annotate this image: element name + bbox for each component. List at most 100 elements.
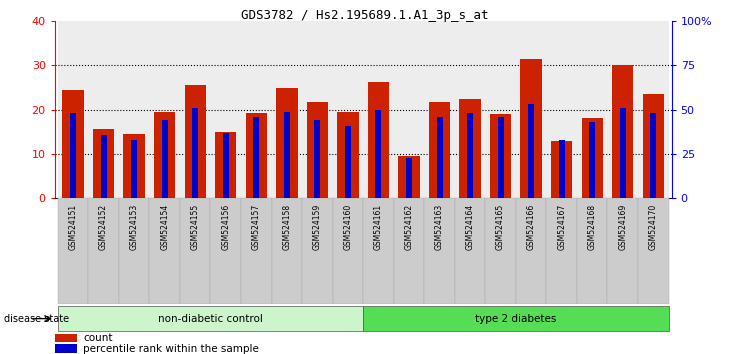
Bar <box>485 198 516 304</box>
Bar <box>528 104 534 198</box>
Bar <box>150 198 180 304</box>
Text: GSM524158: GSM524158 <box>283 204 291 250</box>
Text: GSM524153: GSM524153 <box>130 204 139 250</box>
Bar <box>272 21 302 198</box>
Bar <box>253 117 259 198</box>
Bar <box>150 21 180 198</box>
Bar <box>245 113 267 198</box>
Text: GSM524155: GSM524155 <box>191 204 200 250</box>
Bar <box>546 21 577 198</box>
Bar <box>119 198 150 304</box>
Bar <box>406 158 412 198</box>
Bar <box>131 140 137 198</box>
Bar <box>551 141 572 198</box>
Bar <box>333 21 364 198</box>
Text: GSM524164: GSM524164 <box>466 204 474 250</box>
Bar <box>424 198 455 304</box>
Bar <box>180 21 210 198</box>
Bar <box>589 122 595 198</box>
Bar <box>88 198 119 304</box>
Bar <box>123 134 145 198</box>
Bar <box>424 21 455 198</box>
Bar <box>363 306 669 331</box>
Bar <box>55 344 77 353</box>
Bar <box>546 198 577 304</box>
Bar <box>307 102 328 198</box>
Bar <box>101 135 107 198</box>
Bar <box>210 21 241 198</box>
Text: GSM524163: GSM524163 <box>435 204 444 250</box>
Text: GSM524165: GSM524165 <box>496 204 505 250</box>
Bar <box>70 113 76 198</box>
Bar <box>333 198 364 304</box>
Bar <box>315 120 320 198</box>
Text: non-diabetic control: non-diabetic control <box>158 314 263 324</box>
Bar <box>154 112 175 198</box>
Bar <box>58 306 364 331</box>
Bar <box>520 59 542 198</box>
Text: GSM524162: GSM524162 <box>404 204 413 250</box>
Bar <box>363 198 393 304</box>
Bar <box>93 129 115 198</box>
Text: GDS3782 / Hs2.195689.1.A1_3p_s_at: GDS3782 / Hs2.195689.1.A1_3p_s_at <box>241 9 489 22</box>
Bar <box>375 110 382 198</box>
Text: percentile rank within the sample: percentile rank within the sample <box>83 344 259 354</box>
Bar <box>399 156 420 198</box>
Bar <box>620 108 626 198</box>
Bar <box>393 198 424 304</box>
Bar <box>455 198 485 304</box>
Bar <box>612 65 634 198</box>
Text: GSM524161: GSM524161 <box>374 204 383 250</box>
Bar <box>284 112 290 198</box>
Bar <box>119 21 150 198</box>
Bar <box>180 198 210 304</box>
Text: type 2 diabetes: type 2 diabetes <box>475 314 556 324</box>
Bar <box>498 117 504 198</box>
Text: GSM524156: GSM524156 <box>221 204 230 250</box>
Bar <box>650 113 656 198</box>
Bar <box>455 21 485 198</box>
Bar <box>363 21 393 198</box>
Text: GSM524167: GSM524167 <box>557 204 566 250</box>
Bar <box>368 82 389 198</box>
Bar <box>337 112 358 198</box>
Text: GSM524159: GSM524159 <box>313 204 322 250</box>
Text: disease state: disease state <box>4 314 69 324</box>
Bar <box>161 120 168 198</box>
Bar <box>577 21 607 198</box>
Text: count: count <box>83 333 112 343</box>
Text: GSM524170: GSM524170 <box>649 204 658 250</box>
Bar <box>638 198 669 304</box>
Text: GSM524154: GSM524154 <box>160 204 169 250</box>
Bar <box>185 85 206 198</box>
Bar <box>55 334 77 342</box>
Bar <box>58 21 88 198</box>
Bar <box>302 21 333 198</box>
Bar <box>223 133 228 198</box>
Bar <box>582 118 603 198</box>
Bar <box>58 198 88 304</box>
Bar <box>276 88 298 198</box>
Bar <box>485 21 516 198</box>
Bar <box>241 198 272 304</box>
Text: GSM524169: GSM524169 <box>618 204 627 250</box>
Bar <box>516 21 546 198</box>
Bar <box>302 198 333 304</box>
Text: GSM524157: GSM524157 <box>252 204 261 250</box>
Bar <box>638 21 669 198</box>
Text: GSM524160: GSM524160 <box>343 204 353 250</box>
Text: GSM524152: GSM524152 <box>99 204 108 250</box>
Bar <box>516 198 546 304</box>
Bar <box>272 198 302 304</box>
Bar <box>241 21 272 198</box>
Bar <box>215 132 237 198</box>
Bar <box>577 198 607 304</box>
Bar <box>642 94 664 198</box>
Bar <box>490 114 511 198</box>
Bar <box>467 113 473 198</box>
Bar <box>192 108 199 198</box>
Bar <box>607 21 638 198</box>
Bar <box>393 21 424 198</box>
Bar <box>88 21 119 198</box>
Bar <box>558 140 565 198</box>
